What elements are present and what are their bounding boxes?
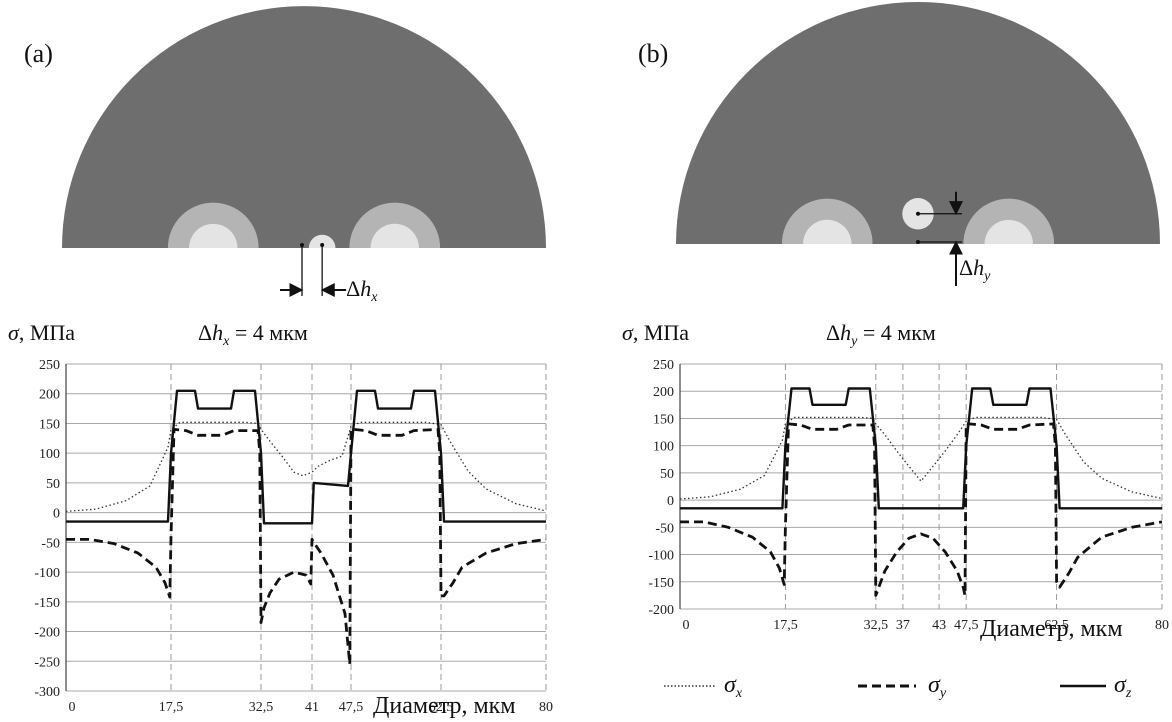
y-axis-title-b: σ, МПа bbox=[622, 320, 689, 345]
y-tick-label: -50 bbox=[41, 536, 60, 551]
y-tick-label: 100 bbox=[653, 440, 674, 455]
y-tick-label: -50 bbox=[655, 521, 674, 536]
fiber-core-2 bbox=[370, 223, 419, 248]
x-tick-label: 80 bbox=[539, 700, 553, 715]
offset-dimension-a: Δhx bbox=[280, 243, 378, 305]
matrix-semicircle bbox=[676, 2, 1160, 244]
fiber-core-2 bbox=[984, 219, 1033, 244]
y-tick-label: 100 bbox=[39, 447, 60, 462]
y-tick-label: 150 bbox=[39, 417, 60, 432]
legend-sx-label: σx bbox=[724, 672, 743, 701]
y-tick-label: 0 bbox=[53, 507, 60, 522]
y-tick-label: -150 bbox=[648, 576, 674, 591]
panel-a-label: (a) bbox=[24, 39, 53, 68]
panel-b: (b) Δhy σ, МПа Δhy = 4 мкм 250 200 150 100 5… bbox=[622, 2, 1169, 642]
x-axis-title-b: Диаметр, мкм bbox=[980, 616, 1123, 642]
panel-a: (a) Δhx σ, МПа Δhx = 4 мкм 250 200 150 100 5… bbox=[8, 6, 553, 719]
offset-caption-a: Δhx = 4 мкм bbox=[198, 320, 308, 349]
dim-label: Δhy bbox=[959, 255, 991, 284]
x-tick-label: 47,5 bbox=[954, 618, 979, 633]
stress-chart-b: 250 200 150 100 50 0 -50 -100 -150 -200 0 17,5 32,5 3… bbox=[648, 358, 1169, 633]
cross-section-b bbox=[676, 2, 1160, 244]
series-σx-line bbox=[679, 416, 1163, 500]
offset-dimension-b: Δhy bbox=[916, 191, 991, 286]
y-tick-label: -100 bbox=[34, 566, 60, 581]
x-tick-label: 80 bbox=[1155, 618, 1169, 633]
legend-sy-label: σy bbox=[928, 672, 947, 701]
series-σy-line bbox=[66, 428, 547, 666]
y-tick-label: 150 bbox=[653, 412, 674, 427]
matrix-semicircle bbox=[62, 6, 546, 248]
y-tick-label: -200 bbox=[648, 603, 674, 618]
panel-b-label: (b) bbox=[638, 39, 668, 68]
x-tick-label: 37 bbox=[896, 618, 910, 633]
fiber-core-1 bbox=[803, 219, 852, 244]
dim-point-1 bbox=[916, 211, 920, 216]
x-tick-label: 47,5 bbox=[339, 700, 364, 715]
x-tick-label: 17,5 bbox=[773, 618, 798, 633]
dim-point-2 bbox=[916, 240, 920, 244]
y-tick-label: 250 bbox=[653, 358, 674, 373]
x-tick-label: 62,5 bbox=[1044, 618, 1069, 633]
y-tick-label: -150 bbox=[34, 596, 60, 611]
dim-point-2 bbox=[320, 243, 325, 247]
legend: σx σy σz bbox=[664, 672, 1132, 701]
offset-caption-b: Δhy = 4 мкм bbox=[826, 320, 936, 349]
y-tick-label: -100 bbox=[648, 549, 674, 564]
x-tick-label: 17,5 bbox=[159, 700, 184, 715]
displaced-fiber bbox=[308, 234, 336, 248]
y-tick-label: -300 bbox=[34, 685, 60, 700]
x-tick-label: 43 bbox=[932, 618, 946, 633]
y-tick-label: 0 bbox=[667, 494, 674, 509]
x-tick-label: 0 bbox=[683, 618, 690, 633]
dim-label: Δhx bbox=[346, 276, 378, 305]
y-tick-label: 200 bbox=[653, 385, 674, 400]
y-tick-label: 50 bbox=[46, 477, 60, 492]
x-axis-title-a: Диаметр, мкм bbox=[373, 693, 516, 719]
series-σz-line bbox=[680, 387, 1162, 510]
y-tick-label: -250 bbox=[34, 655, 60, 670]
fiber-core-1 bbox=[189, 223, 238, 248]
stress-chart-a: 250 200 150 100 50 0 -50 -100 -150 -200 -250 -300 0 1… bbox=[34, 358, 553, 715]
x-tick-label: 32,5 bbox=[249, 700, 274, 715]
x-tick-label: 32,5 bbox=[864, 618, 889, 633]
y-axis-title-a: σ, МПа bbox=[8, 320, 75, 345]
y-tick-label: -200 bbox=[34, 626, 60, 641]
y-tick-label: 50 bbox=[660, 467, 674, 482]
series-σz-line bbox=[66, 389, 546, 525]
y-tick-label: 200 bbox=[39, 388, 60, 403]
legend-sz-label: σz bbox=[1114, 672, 1132, 701]
x-tick-label: 0 bbox=[69, 700, 76, 715]
y-tick-label: 250 bbox=[39, 358, 60, 373]
x-tick-label: 41 bbox=[305, 700, 319, 715]
series-σx-line bbox=[65, 421, 547, 513]
dim-point-1 bbox=[300, 243, 304, 247]
x-tick-label: 62,5 bbox=[429, 700, 454, 715]
cross-section-a bbox=[62, 6, 546, 248]
series-σy-line bbox=[680, 422, 1163, 597]
